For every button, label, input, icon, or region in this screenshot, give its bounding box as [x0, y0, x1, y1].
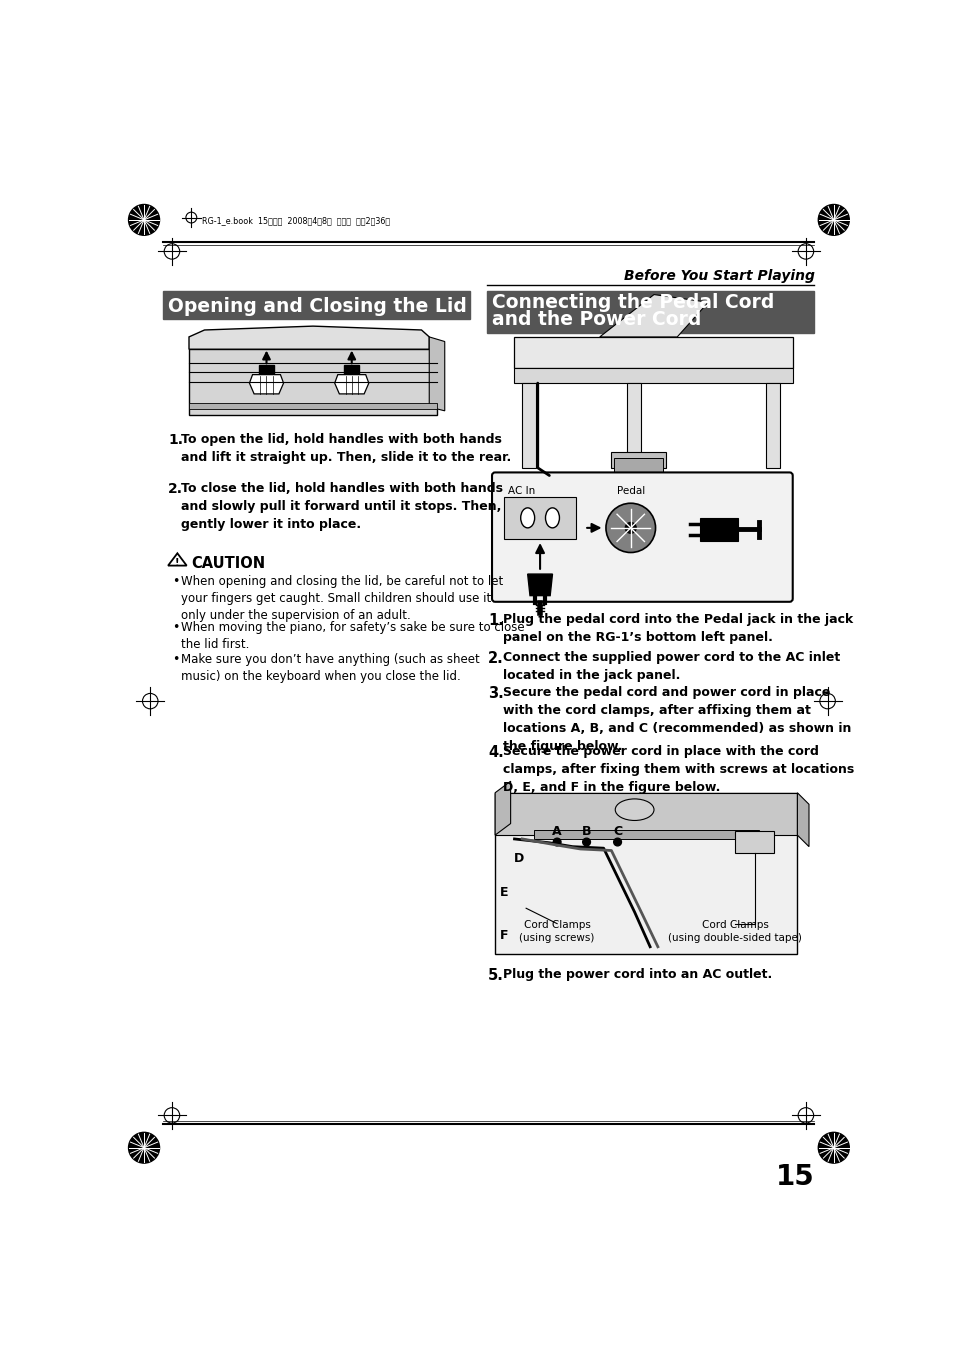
Circle shape [605, 503, 655, 553]
Polygon shape [429, 336, 444, 411]
Bar [163, 292, 469, 319]
Text: Pedal: Pedal [616, 486, 644, 496]
Bar [765, 384, 780, 467]
Text: Connect the supplied power cord to the AC inlet
located in the jack panel.: Connect the supplied power cord to the A… [502, 651, 840, 682]
Text: B: B [581, 824, 591, 838]
Polygon shape [335, 374, 369, 394]
Text: Opening and Closing the Lid: Opening and Closing the Lid [168, 297, 466, 316]
Text: •: • [172, 621, 179, 634]
Bar [189, 349, 436, 415]
Bar [626, 384, 640, 467]
Text: Plug the pedal cord into the Pedal jack in the jack
panel on the RG-1’s bottom l: Plug the pedal cord into the Pedal jack … [502, 612, 852, 643]
Text: AC In: AC In [507, 486, 535, 496]
Text: Secure the pedal cord and power cord in place
with the cord clamps, after affixi: Secure the pedal cord and power cord in … [502, 686, 850, 754]
Circle shape [613, 838, 620, 846]
Text: and the Power Cord: and the Power Cord [492, 309, 700, 328]
Polygon shape [168, 554, 187, 566]
Text: C: C [613, 824, 621, 838]
Text: 3.: 3. [488, 686, 503, 701]
Polygon shape [514, 336, 793, 367]
Text: Secure the power cord in place with the cord
clamps, after fixing them with scre: Secure the power cord in place with the … [502, 744, 853, 794]
Circle shape [582, 838, 590, 846]
Bar [514, 367, 793, 384]
FancyBboxPatch shape [492, 473, 792, 601]
Text: A: A [552, 824, 561, 838]
Ellipse shape [520, 508, 534, 528]
Text: 15: 15 [775, 1163, 814, 1192]
Text: 2.: 2. [168, 482, 183, 496]
Polygon shape [495, 781, 510, 835]
Ellipse shape [615, 798, 654, 820]
Text: To open the lid, hold handles with both hands
and lift it straight up. Then, sli: To open the lid, hold handles with both … [181, 434, 511, 465]
Text: 4.: 4. [488, 744, 503, 761]
Text: E: E [499, 886, 508, 900]
Bar [613, 458, 662, 474]
Circle shape [818, 1132, 848, 1163]
Text: 1.: 1. [168, 434, 183, 447]
Text: Connecting the Pedal Cord: Connecting the Pedal Cord [492, 293, 774, 312]
Bar [504, 497, 575, 539]
Ellipse shape [545, 508, 558, 528]
Bar [534, 830, 758, 839]
Circle shape [129, 1132, 159, 1163]
Text: 2.: 2. [488, 651, 503, 666]
Text: Before You Start Playing: Before You Start Playing [623, 269, 814, 284]
Text: !: ! [175, 558, 179, 567]
Bar [700, 517, 737, 540]
Bar [521, 384, 536, 467]
Text: Cord Clamps
(using screws): Cord Clamps (using screws) [518, 920, 594, 943]
Bar [495, 793, 797, 954]
Polygon shape [249, 374, 283, 394]
Text: Make sure you don’t have anything (such as sheet
music) on the keyboard when you: Make sure you don’t have anything (such … [181, 654, 479, 684]
Circle shape [818, 204, 848, 235]
Bar [189, 403, 436, 409]
Polygon shape [611, 453, 665, 467]
Text: Cord Clamps
(using double-sided tape): Cord Clamps (using double-sided tape) [668, 920, 801, 943]
Text: CAUTION: CAUTION [192, 555, 265, 570]
Bar [258, 365, 274, 374]
Bar [735, 831, 773, 852]
Text: •: • [172, 574, 179, 588]
Bar [495, 793, 797, 835]
Text: Plug the power cord into an AC outlet.: Plug the power cord into an AC outlet. [502, 969, 771, 981]
Text: RG-1_e.book  15ページ  2008年4月8日  火曜日  午後2時36分: RG-1_e.book 15ページ 2008年4月8日 火曜日 午後2時36分 [202, 216, 390, 226]
Bar [487, 292, 814, 334]
Text: To close the lid, hold handles with both hands
and slowly pull it forward until : To close the lid, hold handles with both… [181, 482, 503, 531]
Text: F: F [499, 928, 508, 942]
Circle shape [624, 523, 636, 534]
Polygon shape [189, 326, 429, 349]
Polygon shape [797, 793, 808, 847]
Polygon shape [527, 574, 552, 596]
Bar [344, 365, 359, 374]
Circle shape [129, 204, 159, 235]
Text: 1.: 1. [488, 612, 503, 628]
Text: D: D [513, 851, 523, 865]
Polygon shape [599, 295, 707, 336]
Text: When opening and closing the lid, be careful not to let
your fingers get caught.: When opening and closing the lid, be car… [181, 574, 503, 621]
Text: 5.: 5. [488, 969, 503, 984]
Circle shape [553, 838, 560, 846]
Text: When moving the piano, for safety’s sake be sure to close
the lid first.: When moving the piano, for safety’s sake… [181, 621, 524, 651]
Text: •: • [172, 654, 179, 666]
